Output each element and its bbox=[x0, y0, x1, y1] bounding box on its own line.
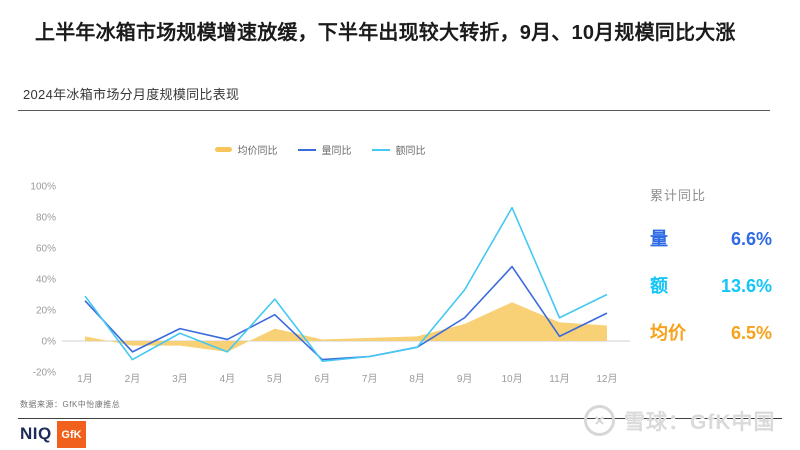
monthly-yoy-chart: 100% 80% 60% 40% 20% 0% -20% 1月 2月 3月 4月 5月 6月 7月 8月 9月… bbox=[30, 182, 630, 385]
chart-subtitle: 2024年冰箱市场分月度规模同比表现 bbox=[23, 87, 240, 102]
summary-row: 均价 6.5% bbox=[650, 319, 772, 345]
legend-key-icon bbox=[214, 147, 232, 152]
summary-value: 13.6% bbox=[720, 276, 772, 296]
xueqiu-watermark: × 雪球：GfK中国 bbox=[584, 405, 776, 436]
legend-key-icon bbox=[297, 148, 316, 151]
svg-text:3月: 3月 bbox=[172, 373, 188, 385]
svg-text:8月: 8月 bbox=[409, 373, 425, 385]
xueqiu-logo-icon: × bbox=[584, 405, 615, 436]
footer-divider bbox=[18, 418, 782, 419]
summary-panel-title: 累计同比 bbox=[650, 188, 707, 203]
svg-text:80%: 80% bbox=[36, 213, 56, 224]
summary-value: 6.6% bbox=[730, 229, 772, 249]
svg-text:10月: 10月 bbox=[501, 373, 522, 385]
gfk-logo: GfK bbox=[57, 421, 86, 448]
summary-row: 额 13.6% bbox=[650, 272, 772, 298]
summary-label: 额 bbox=[650, 276, 668, 296]
header-divider bbox=[18, 110, 770, 111]
legend-label: 额同比 bbox=[395, 146, 426, 157]
summary-label: 量 bbox=[650, 229, 668, 249]
legend-label: 量同比 bbox=[321, 146, 352, 157]
svg-text:11月: 11月 bbox=[549, 373, 569, 385]
legend-key-icon bbox=[371, 148, 390, 151]
summary-value: 6.5% bbox=[730, 323, 772, 343]
summary-label: 均价 bbox=[650, 323, 686, 343]
legend-item-2: 量同比 bbox=[297, 142, 352, 157]
svg-text:4月: 4月 bbox=[220, 373, 236, 385]
data-source-note: 数据来源：GfK中怡康推总 bbox=[20, 400, 121, 409]
svg-text:7月: 7月 bbox=[362, 373, 378, 385]
legend-label: 均价同比 bbox=[237, 146, 278, 157]
svg-text:-20%: -20% bbox=[33, 368, 56, 379]
chart-legend: 均价同比 量同比 额同比 bbox=[10, 142, 630, 157]
svg-text:40%: 40% bbox=[36, 275, 56, 286]
svg-text:5月: 5月 bbox=[267, 373, 283, 385]
summary-row: 量 6.6% bbox=[650, 225, 772, 251]
watermark-text: 雪球：GfK中国 bbox=[624, 410, 776, 434]
page-title: 上半年冰箱市场规模增速放缓，下半年出现较大转折，9月、10月规模同比大涨 bbox=[35, 22, 736, 44]
legend-item-3: 额同比 bbox=[371, 142, 426, 157]
svg-text:100%: 100% bbox=[30, 182, 56, 193]
svg-text:6月: 6月 bbox=[314, 373, 330, 385]
svg-text:20%: 20% bbox=[36, 306, 56, 317]
svg-text:0%: 0% bbox=[42, 337, 57, 348]
svg-text:12月: 12月 bbox=[596, 373, 617, 385]
summary-panel: 累计同比 量 6.6% 额 13.6% 均价 6.5% bbox=[650, 185, 772, 345]
legend-item-1: 均价同比 bbox=[214, 142, 278, 157]
niq-logo: NIQ bbox=[20, 424, 52, 443]
svg-text:2月: 2月 bbox=[125, 373, 141, 385]
svg-text:1月: 1月 bbox=[77, 373, 93, 385]
summary-rows: 量 6.6% 额 13.6% 均价 6.5% bbox=[650, 225, 772, 345]
svg-text:60%: 60% bbox=[36, 244, 56, 255]
svg-text:9月: 9月 bbox=[457, 373, 473, 385]
